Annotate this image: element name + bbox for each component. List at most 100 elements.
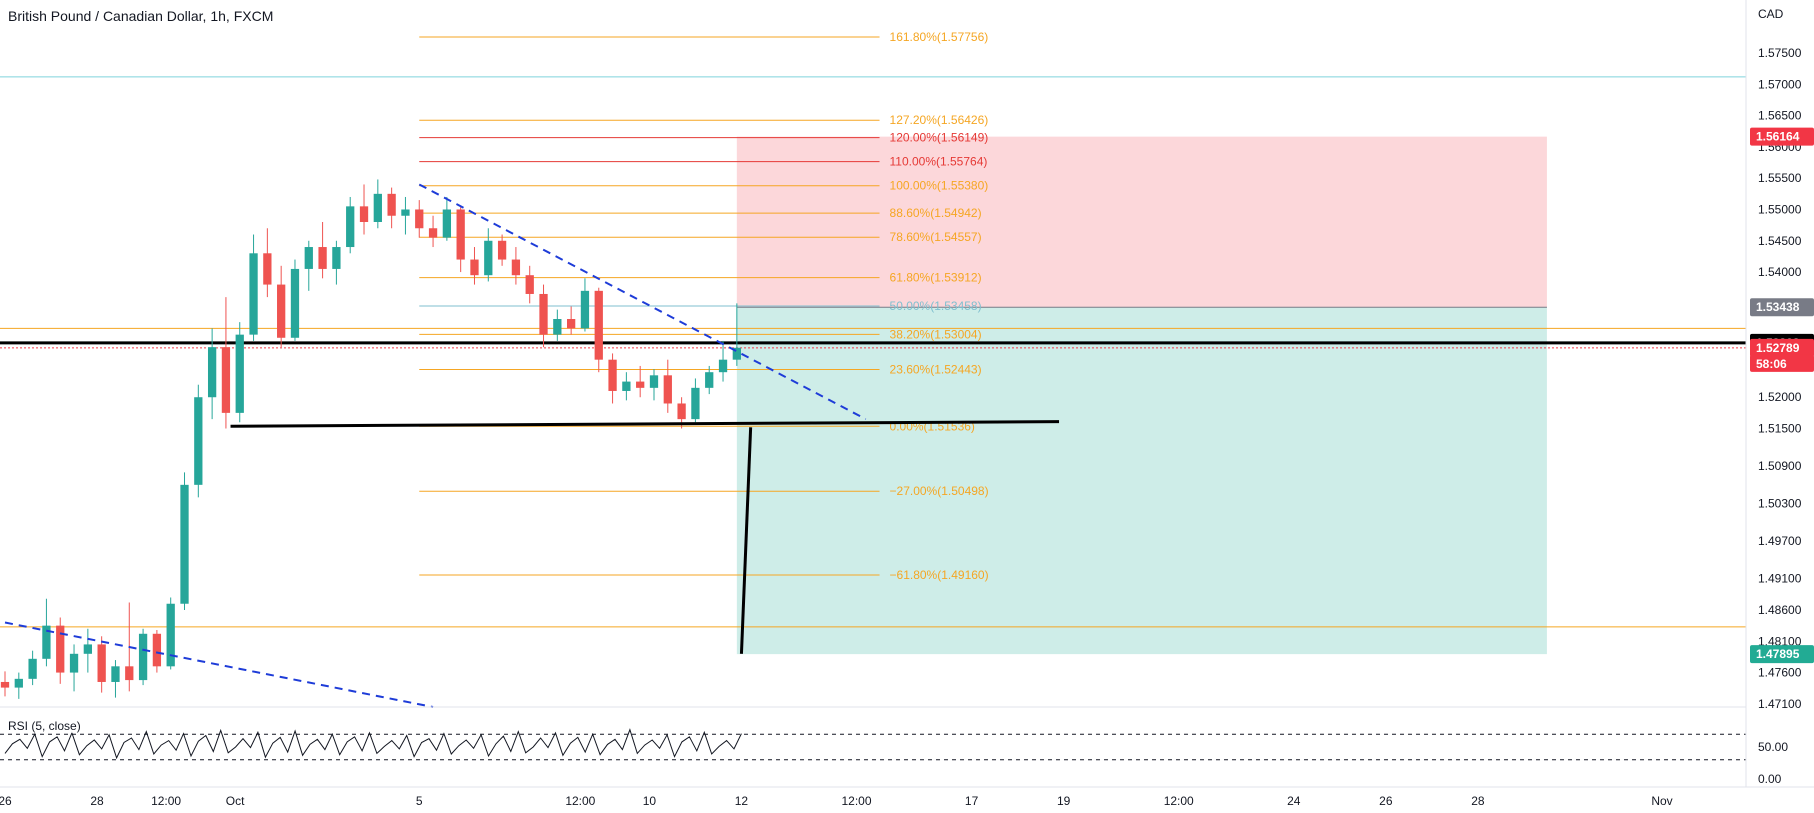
candle-body-44[interactable] xyxy=(608,359,617,391)
candle-body-30[interactable] xyxy=(415,209,424,229)
fib-level-label-10: 23.60%(1.52443) xyxy=(890,363,982,377)
fib-level-label-6: 78.60%(1.54557) xyxy=(890,230,982,244)
candle-body-37[interactable] xyxy=(511,259,521,276)
price-tag-4: 1.47895 xyxy=(1756,647,1800,661)
candle-body-43[interactable] xyxy=(594,290,603,360)
candle-body-24[interactable] xyxy=(332,247,341,269)
candle-body-50[interactable] xyxy=(691,387,700,420)
candle-body-31[interactable] xyxy=(428,228,438,238)
rsi-line[interactable] xyxy=(4,728,742,760)
candle-body-38[interactable] xyxy=(525,275,534,294)
candle-body-28[interactable] xyxy=(387,193,396,216)
candle-body-14[interactable] xyxy=(194,397,203,485)
candle-body-13[interactable] xyxy=(180,484,189,604)
price-tag-0: 1.56164 xyxy=(1756,130,1800,144)
candle-body-49[interactable] xyxy=(677,403,686,420)
candle-body-4[interactable] xyxy=(56,625,65,673)
time-tick-7: 12 xyxy=(735,794,749,808)
countdown-bg xyxy=(1750,354,1814,372)
candle-body-22[interactable] xyxy=(304,247,313,269)
candle-body-20[interactable] xyxy=(277,284,286,338)
candle-body-47[interactable] xyxy=(649,375,659,388)
candle-body-7[interactable] xyxy=(97,644,106,682)
price-tick-4: 1.55500 xyxy=(1758,171,1802,185)
candle-body-21[interactable] xyxy=(290,268,300,338)
drawn-line-1[interactable] xyxy=(739,427,753,654)
candle-body-5[interactable] xyxy=(69,653,79,673)
price-tick-11: 1.50300 xyxy=(1758,497,1802,511)
price-tick-6: 1.54500 xyxy=(1758,234,1802,248)
candle-body-16[interactable] xyxy=(221,347,231,413)
time-tick-15: Nov xyxy=(1651,794,1672,808)
price-tick-2: 1.56500 xyxy=(1758,109,1802,123)
candle-body-41[interactable] xyxy=(566,319,576,329)
price-tick-14: 1.48600 xyxy=(1758,603,1802,617)
price-tag-1: 1.53438 xyxy=(1756,300,1800,314)
candle-body-0[interactable] xyxy=(0,681,10,688)
candle-body-8[interactable] xyxy=(111,666,120,682)
price-tag-bg-4 xyxy=(1750,645,1814,664)
time-tick-11: 12:00 xyxy=(1164,794,1194,808)
time-tick-3: Oct xyxy=(226,794,245,808)
candle-body-35[interactable] xyxy=(484,240,493,276)
time-tick-12: 24 xyxy=(1287,794,1301,808)
candle-body-33[interactable] xyxy=(456,209,465,260)
currency-label: CAD xyxy=(1758,7,1784,21)
candle-body-39[interactable] xyxy=(539,293,548,335)
price-tick-10: 1.50900 xyxy=(1758,459,1802,473)
candle-body-10[interactable] xyxy=(138,633,148,681)
candle-body-25[interactable] xyxy=(346,206,355,248)
candle-body-23[interactable] xyxy=(318,247,327,269)
candle-body-1[interactable] xyxy=(14,678,23,688)
candle-body-11[interactable] xyxy=(152,633,162,667)
candle-body-36[interactable] xyxy=(497,240,507,260)
candle-body-18[interactable] xyxy=(249,253,258,335)
fib-level-label-13: −61.80%(1.49160) xyxy=(890,568,989,582)
price-tick-7: 1.54000 xyxy=(1758,265,1802,279)
candle-body-51[interactable] xyxy=(705,372,714,388)
candle-body-26[interactable] xyxy=(359,206,369,222)
price-tick-15: 1.48100 xyxy=(1758,634,1802,648)
price-tag-bg-0 xyxy=(1750,127,1814,146)
candle-body-32[interactable] xyxy=(442,209,452,238)
candle-body-6[interactable] xyxy=(83,644,92,654)
candle-body-42[interactable] xyxy=(580,290,590,329)
candle-body-3[interactable] xyxy=(42,625,51,659)
candle-body-2[interactable] xyxy=(28,658,37,679)
candle-body-9[interactable] xyxy=(125,666,134,681)
take-profit-zone xyxy=(736,307,1547,655)
candle-body-15[interactable] xyxy=(207,347,217,398)
time-tick-10: 19 xyxy=(1057,794,1071,808)
candle-body-19[interactable] xyxy=(263,253,272,285)
trendline-1[interactable] xyxy=(4,621,434,708)
candle-body-45[interactable] xyxy=(622,381,631,391)
candle-body-34[interactable] xyxy=(470,259,479,276)
time-tick-14: 28 xyxy=(1471,794,1485,808)
candle-body-46[interactable] xyxy=(636,381,645,388)
candle-body-29[interactable] xyxy=(401,209,410,216)
price-tick-17: 1.47100 xyxy=(1758,697,1802,711)
candle-body-48[interactable] xyxy=(663,375,672,404)
rsi-tick-0: 50.00 xyxy=(1758,740,1788,754)
time-tick-13: 26 xyxy=(1379,794,1393,808)
price-tick-16: 1.47600 xyxy=(1758,666,1802,680)
fib-level-label-4: 100.00%(1.55380) xyxy=(890,179,989,193)
countdown: 58:06 xyxy=(1756,357,1787,371)
price-tick-1: 1.57000 xyxy=(1758,77,1802,91)
candle-body-17[interactable] xyxy=(235,334,244,413)
drawn-line-0[interactable] xyxy=(230,420,1060,428)
candle-body-12[interactable] xyxy=(166,603,175,667)
time-tick-0: 26 xyxy=(0,794,12,808)
candle-body-27[interactable] xyxy=(373,193,382,222)
candle-body-53[interactable] xyxy=(732,347,741,360)
time-tick-6: 10 xyxy=(643,794,657,808)
time-tick-9: 17 xyxy=(965,794,979,808)
fib-level-label-2: 120.00%(1.56149) xyxy=(890,131,989,145)
rsi-label: RSI (5, close) xyxy=(8,719,81,733)
candle-body-40[interactable] xyxy=(553,319,562,335)
candle-body-52[interactable] xyxy=(718,359,728,373)
price-tick-0: 1.57500 xyxy=(1758,46,1802,60)
trendline-0[interactable] xyxy=(418,183,867,421)
